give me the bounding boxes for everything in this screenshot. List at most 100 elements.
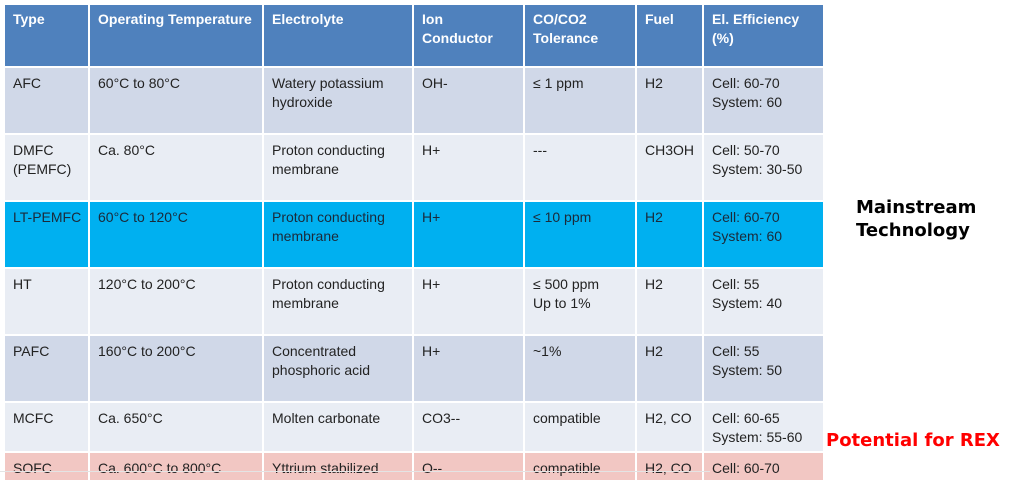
header-ion-conductor: Ion Conductor <box>412 3 525 68</box>
cell-ion-conductor: H+ <box>412 267 525 336</box>
cell-co-tolerance: ≤ 10 ppm <box>523 200 637 269</box>
cell-text: Yttrium stabilized <box>272 460 379 476</box>
cell-text: CH3OH <box>645 142 695 158</box>
table-row: HT 120°C to 200°C Proton conducting membran… <box>3 267 825 336</box>
header-electrolyte: Electrolyte <box>262 3 414 68</box>
cell-text: H2 <box>645 343 663 359</box>
cell-ion-conductor: CO3-- <box>412 401 525 453</box>
table-row: DMFC (PEMFC) Ca. 80°C Proton conducting memb… <box>3 133 825 202</box>
cell-ion-conductor: H+ <box>412 200 525 269</box>
cell-text: H2 <box>645 75 663 91</box>
mainstream-technology-label: Mainstream Technology <box>856 196 1006 242</box>
cell-fuel: H2, CO <box>635 451 704 480</box>
cell-text: System: 30-50 <box>712 161 803 177</box>
cell-text: Watery potassium <box>272 75 384 91</box>
cell-text: 60°C to 120°C <box>98 209 188 225</box>
cell-text: SOFC <box>13 460 52 476</box>
cell-type: AFC <box>3 66 90 135</box>
table-body: AFC 60°C to 80°C Watery potassium hydroxide… <box>3 66 825 480</box>
header-text: El. Efficiency <box>712 11 800 27</box>
header-fuel: Fuel <box>635 3 704 68</box>
table-row: LT-PEMFC 60°C to 120°C Proton conducting me… <box>3 200 825 269</box>
cell-text: AFC <box>13 75 41 91</box>
header-text: (%) <box>712 30 734 46</box>
cell-text: O-- <box>422 460 443 476</box>
cell-type: LT-PEMFC <box>3 200 90 269</box>
cell-text: H2 <box>645 209 663 225</box>
mainstream-label-line-2: Technology <box>856 220 970 241</box>
cell-el-efficiency: Cell: 55 System: 50 <box>702 334 825 403</box>
cell-operating-temperature: 60°C to 80°C <box>88 66 264 135</box>
cell-text: Ca. 600°C to 800°C <box>98 460 222 476</box>
cell-text: DMFC <box>13 142 54 158</box>
cell-text: System: 40 <box>712 295 783 311</box>
cell-fuel: H2 <box>635 200 704 269</box>
header-co-tolerance: CO/CO2 Tolerance <box>523 3 637 68</box>
header-text: CO/CO2 <box>533 11 587 27</box>
cell-operating-temperature: Ca. 600°C to 800°C <box>88 451 264 480</box>
cell-text: Cell: 60-70 <box>712 75 780 91</box>
cell-type: SOFC <box>3 451 90 480</box>
cell-co-tolerance: ≤ 1 ppm <box>523 66 637 135</box>
cell-text: Molten carbonate <box>272 410 381 426</box>
cell-text: HT <box>13 276 32 292</box>
cell-type: MCFC <box>3 401 90 453</box>
cell-text: H2, CO <box>645 410 692 426</box>
cell-electrolyte: Watery potassium hydroxide <box>262 66 414 135</box>
cell-operating-temperature: 120°C to 200°C <box>88 267 264 336</box>
cell-fuel: H2, CO <box>635 401 704 453</box>
cell-electrolyte: Concentrated phosphoric acid <box>262 334 414 403</box>
cell-electrolyte: Molten carbonate <box>262 401 414 453</box>
cell-operating-temperature: 160°C to 200°C <box>88 334 264 403</box>
cell-text: H+ <box>422 209 441 225</box>
cell-text: ≤ 500 ppm <box>533 276 600 292</box>
cell-text: Cell: 60-65 <box>712 410 780 426</box>
cell-text: OH- <box>422 75 448 91</box>
cell-text: Cell: 60-70 <box>712 209 780 225</box>
cell-text: --- <box>533 142 547 158</box>
cell-text: System: 55-60 <box>712 429 803 445</box>
cell-text: ~1% <box>533 343 562 359</box>
cell-text: Concentrated <box>272 343 357 359</box>
cell-text: Cell: 60-70 <box>712 460 780 476</box>
cell-co-tolerance: compatible <box>523 451 637 480</box>
cell-text: ≤ 1 ppm <box>533 75 584 91</box>
bottom-divider <box>0 471 710 472</box>
header-operating-temperature: Operating Temperature <box>88 3 264 68</box>
cell-ion-conductor: OH- <box>412 66 525 135</box>
fuel-cell-comparison-table: Type Operating Temperature Electrolyte Ion … <box>3 3 825 480</box>
mainstream-label-line-1: Mainstream <box>856 197 977 218</box>
table-row: SOFC Ca. 600°C to 800°C Yttrium stabilized… <box>3 451 825 480</box>
cell-type: DMFC (PEMFC) <box>3 133 90 202</box>
cell-text: H2, CO <box>645 460 692 476</box>
cell-co-tolerance: ~1% <box>523 334 637 403</box>
cell-text: membrane <box>272 161 339 177</box>
cell-text: Cell: 55 <box>712 343 760 359</box>
cell-text: 160°C to 200°C <box>98 343 196 359</box>
cell-electrolyte: Proton conducting membrane <box>262 200 414 269</box>
cell-operating-temperature: Ca. 650°C <box>88 401 264 453</box>
cell-type: PAFC <box>3 334 90 403</box>
header-el-efficiency: El. Efficiency (%) <box>702 3 825 68</box>
cell-text: compatible <box>533 460 601 476</box>
header-text: Type <box>13 11 45 27</box>
cell-fuel: H2 <box>635 267 704 336</box>
cell-co-tolerance: ≤ 500 ppm Up to 1% <box>523 267 637 336</box>
cell-text: Proton conducting <box>272 142 385 158</box>
header-text: Tolerance <box>533 30 599 46</box>
table-header: Type Operating Temperature Electrolyte Ion … <box>3 3 825 68</box>
header-type: Type <box>3 3 90 68</box>
cell-text: H+ <box>422 276 441 292</box>
cell-text: Ca. 650°C <box>98 410 163 426</box>
cell-text: CO3-- <box>422 410 461 426</box>
cell-text: Up to 1% <box>533 295 591 311</box>
header-text: Fuel <box>645 11 674 27</box>
cell-co-tolerance: --- <box>523 133 637 202</box>
header-row: Type Operating Temperature Electrolyte Ion … <box>3 3 825 68</box>
cell-text: H+ <box>422 142 441 158</box>
cell-text: PAFC <box>13 343 50 359</box>
